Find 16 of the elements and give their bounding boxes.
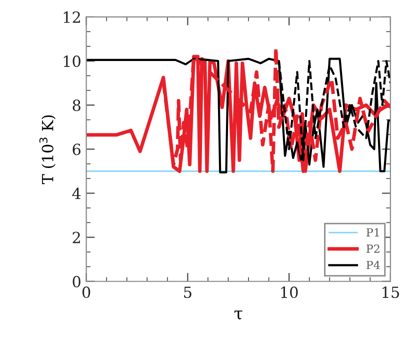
y-tick-label: 8 (72, 100, 80, 112)
x-tick-label: 15 (382, 286, 399, 298)
y-tick-label: 12 (64, 11, 80, 23)
legend-label: P4 (366, 260, 380, 270)
legend-label: P2 (366, 244, 380, 253)
y-tick-label: 6 (72, 144, 80, 156)
x-tick-label: 0 (82, 286, 90, 298)
x-axis-title: τ (234, 310, 242, 320)
x-tick-label: 10 (281, 286, 298, 298)
y-tick-label: 10 (64, 55, 80, 68)
y-axis-title: T (10$^{3}$ K) (39, 115, 56, 184)
y-tick-label: 0 (72, 276, 80, 288)
legend-label: P1 (366, 228, 379, 236)
y-tick-label: 4 (72, 188, 81, 200)
x-tick-label: 5 (184, 286, 192, 298)
y-tick-label: 2 (72, 232, 80, 244)
